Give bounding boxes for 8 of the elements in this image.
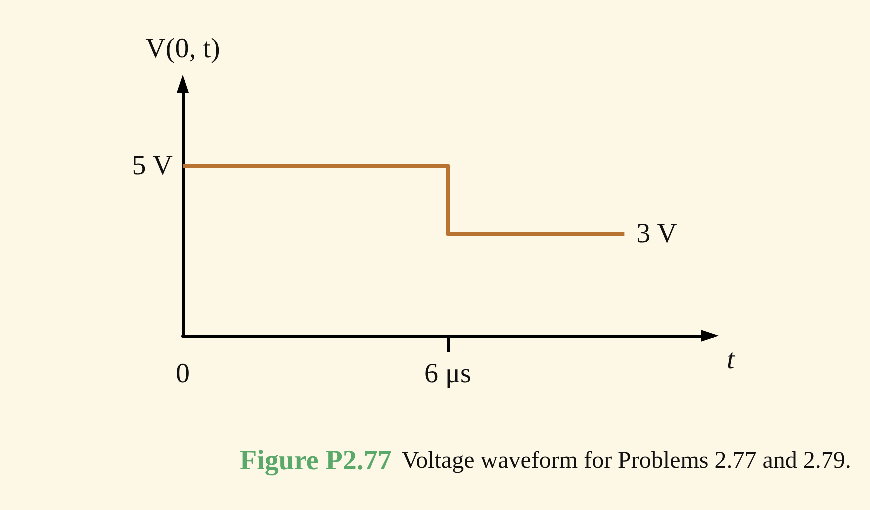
x-tick-label: 0: [176, 358, 190, 390]
x-tick-label: 6 μs: [424, 358, 472, 390]
y-axis-title: V(0, t): [146, 34, 220, 64]
annotation: 5 V: [132, 150, 173, 182]
x-axis-title: t: [727, 344, 736, 376]
annotation: 3 V: [636, 218, 678, 250]
text: Figure P2.77: [240, 446, 392, 476]
text: Voltage waveform for Problems 2.77 and 2.79.: [402, 448, 852, 474]
